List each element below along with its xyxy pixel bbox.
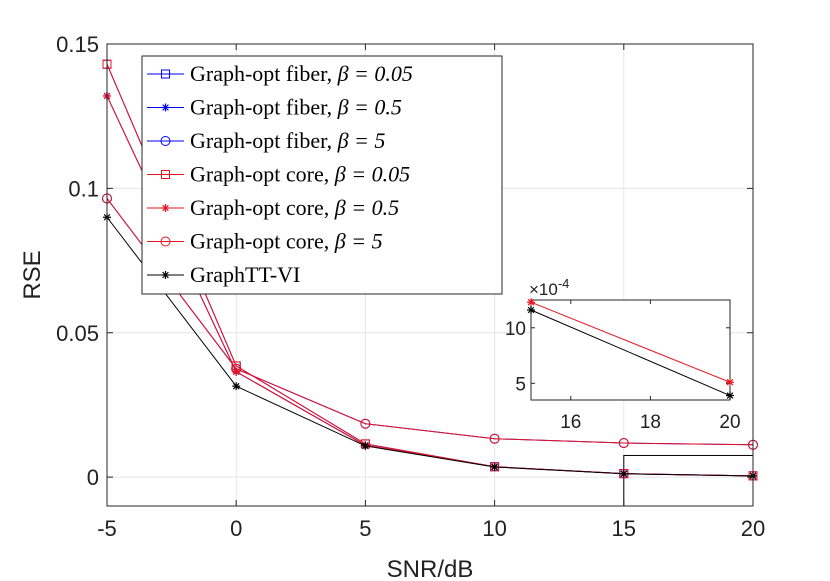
inset-series-line	[530, 301, 731, 383]
y-tick-label: 0	[87, 465, 99, 490]
main-ticks: -5 0 5 10 15 20 0 0.05 0.1 0.15	[56, 32, 765, 541]
inset-data-point	[527, 306, 535, 314]
series-line	[106, 198, 754, 446]
legend-marker-star	[161, 271, 170, 279]
inset-scale-factor: ×10-4	[529, 276, 569, 299]
data-point-star-stroke	[232, 382, 240, 390]
data-point-star-stroke	[362, 442, 369, 450]
data-point-star-stroke	[620, 470, 628, 478]
data-point-circle	[231, 363, 242, 374]
legend-label: GraphTT-VI	[190, 262, 300, 287]
inset-scale-exponent: -4	[558, 276, 570, 291]
x-tick-label: 5	[359, 516, 371, 541]
inset-data-point	[726, 378, 734, 387]
inset-data-point	[726, 391, 734, 400]
series-line	[106, 216, 754, 477]
legend-label-param: β = 5	[334, 229, 383, 254]
y-tick-label: 0.05	[56, 321, 99, 346]
inset-frame	[530, 299, 731, 401]
inset-y-tick-label: 5	[515, 374, 526, 395]
legend-label: Graph-opt fiber, β = 0.5	[190, 95, 402, 120]
inset-y-tick-label: 10	[505, 319, 526, 340]
legend-marker-square	[161, 170, 170, 179]
inset-data-point-stroke	[527, 306, 535, 314]
legend-marker-star-stroke	[162, 271, 169, 279]
y-axis-label: RSE	[19, 250, 46, 299]
inset-x-tick-label: 16	[560, 412, 581, 433]
y-tick-label: 0.1	[68, 176, 99, 201]
legend-label-prefix: Graph-opt fiber,	[190, 61, 338, 86]
legend-label-prefix: Graph-opt core,	[190, 195, 335, 220]
legend-label-param: β = 0.05	[337, 61, 413, 86]
legend-label: Graph-opt core, β = 0.5	[190, 195, 399, 220]
data-point-circle	[360, 418, 371, 429]
data-point-star	[619, 469, 628, 478]
legend-item: Graph-opt fiber, β = 0.5	[147, 95, 402, 120]
legend-box	[141, 55, 503, 295]
inset-x-tick-label: 20	[719, 412, 740, 433]
inset-series	[527, 306, 734, 400]
x-tick-label: 15	[612, 516, 636, 541]
legend-label-param: β = 0.5	[337, 95, 402, 120]
legend-label-param: β = 0.05	[334, 162, 410, 187]
legend-label: Graph-opt core, β = 5	[190, 229, 383, 254]
legend-marker-star-stroke	[162, 104, 169, 111]
legend-label: Graph-opt fiber, β = 5	[190, 128, 385, 153]
legend-label-prefix: GraphTT-VI	[190, 262, 300, 287]
legend-label-param: β = 0.5	[334, 195, 399, 220]
inset-series	[527, 298, 734, 387]
legend-label-param: β = 5	[337, 128, 386, 153]
legend-item: Graph-opt core, β = 5	[147, 229, 383, 254]
data-point-circle	[618, 438, 629, 449]
inset-data-point-stroke	[527, 298, 535, 306]
legend-item: Graph-opt core, β = 0.5	[147, 195, 399, 220]
y-tick-label: 0.15	[56, 32, 99, 57]
legend-item: Graph-opt fiber, β = 5	[147, 128, 385, 153]
data-point-star	[232, 382, 241, 391]
data-point-circle	[489, 433, 500, 444]
legend-label: Graph-opt core, β = 0.05	[190, 162, 410, 187]
legend-label-prefix: Graph-opt core,	[190, 229, 335, 254]
legend-label-prefix: Graph-opt core,	[190, 162, 335, 187]
legend-label-prefix: Graph-opt fiber,	[190, 128, 338, 153]
inset-data-point-stroke	[726, 392, 734, 399]
legend-marker-circle	[160, 136, 171, 146]
legend-label: Graph-opt fiber, β = 0.05	[190, 61, 413, 86]
legend-marker-star	[161, 103, 170, 112]
x-tick-label: 20	[741, 516, 765, 541]
legend-marker-star-stroke	[162, 204, 169, 212]
data-point-star	[490, 463, 499, 472]
data-point-star	[361, 441, 370, 450]
inset-data-point-stroke	[726, 378, 734, 386]
inset-data-point	[527, 298, 535, 307]
inset-x-tick-label: 18	[640, 412, 661, 433]
legend-item: GraphTT-VI	[147, 262, 300, 287]
legend-label-prefix: Graph-opt fiber,	[190, 95, 338, 120]
legend-marker-circle	[160, 236, 171, 247]
legend-item: Graph-opt fiber, β = 0.05	[147, 61, 413, 86]
main-axes-frame	[106, 43, 754, 507]
inset-series-line	[530, 309, 731, 397]
x-tick-label: -5	[97, 516, 117, 541]
legend-marker-square	[161, 69, 170, 79]
x-tick-label: 10	[482, 516, 506, 541]
legend-item: Graph-opt core, β = 0.05	[147, 162, 410, 187]
x-axis-label: SNR/dB	[387, 556, 474, 581]
data-point-star-stroke	[491, 463, 498, 471]
x-tick-label: 0	[230, 516, 242, 541]
legend-marker-star	[161, 204, 170, 212]
inset-scale-base: ×10	[529, 280, 558, 299]
